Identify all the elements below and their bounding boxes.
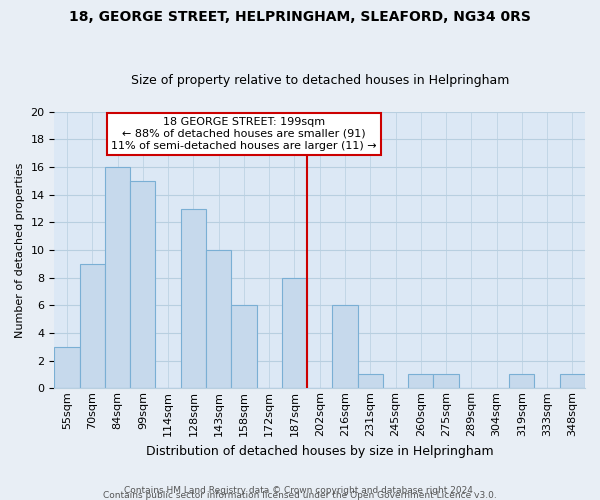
- Text: Contains public sector information licensed under the Open Government Licence v3: Contains public sector information licen…: [103, 490, 497, 500]
- Text: 18 GEORGE STREET: 199sqm
← 88% of detached houses are smaller (91)
11% of semi-d: 18 GEORGE STREET: 199sqm ← 88% of detach…: [111, 118, 377, 150]
- Bar: [358, 374, 383, 388]
- Text: Contains HM Land Registry data © Crown copyright and database right 2024.: Contains HM Land Registry data © Crown c…: [124, 486, 476, 495]
- Text: 18, GEORGE STREET, HELPRINGHAM, SLEAFORD, NG34 0RS: 18, GEORGE STREET, HELPRINGHAM, SLEAFORD…: [69, 10, 531, 24]
- Bar: [509, 374, 535, 388]
- Bar: [408, 374, 433, 388]
- Bar: [231, 306, 257, 388]
- Bar: [130, 181, 155, 388]
- Bar: [80, 264, 105, 388]
- Bar: [433, 374, 458, 388]
- Bar: [282, 278, 307, 388]
- Bar: [332, 306, 358, 388]
- Y-axis label: Number of detached properties: Number of detached properties: [15, 162, 25, 338]
- Title: Size of property relative to detached houses in Helpringham: Size of property relative to detached ho…: [131, 74, 509, 87]
- Bar: [55, 347, 80, 389]
- Bar: [181, 208, 206, 388]
- X-axis label: Distribution of detached houses by size in Helpringham: Distribution of detached houses by size …: [146, 444, 494, 458]
- Bar: [206, 250, 231, 388]
- Bar: [105, 167, 130, 388]
- Bar: [560, 374, 585, 388]
